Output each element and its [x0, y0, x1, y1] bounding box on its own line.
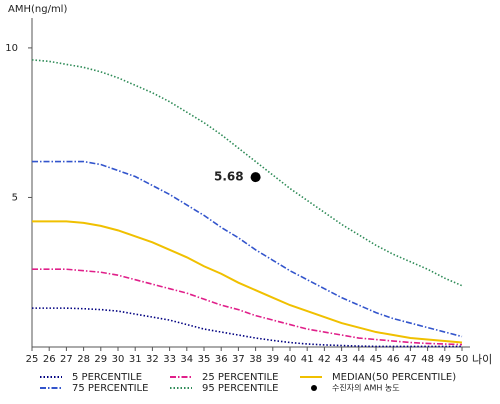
x-tick-label: 30 — [112, 354, 125, 365]
x-tick-label: 36 — [215, 354, 228, 365]
legend-label: 25 PERCENTILE — [202, 372, 278, 383]
x-tick-label: 32 — [146, 354, 159, 365]
x-tick-label: 41 — [301, 354, 314, 365]
series-line — [32, 220, 463, 344]
x-tick-label: 46 — [387, 354, 400, 365]
legend-label: 95 PERCENTILE — [202, 383, 278, 394]
y-tick-label: 5 — [12, 192, 18, 203]
x-tick-label: 47 — [404, 354, 417, 365]
x-tick-label: 38 — [249, 354, 262, 365]
x-tick-label: 45 — [370, 354, 383, 365]
x-tick-label: 34 — [180, 354, 193, 365]
series-line — [31, 59, 463, 287]
point — [250, 172, 261, 183]
x-tick-label: 49 — [438, 354, 451, 365]
x-tick-label: 35 — [198, 354, 211, 365]
legend-label: 75 PERCENTILE — [72, 383, 148, 394]
y-axis-label: AMH(ng/ml) — [8, 4, 67, 15]
legend-swatch — [311, 385, 317, 391]
x-tick-label: 26 — [43, 354, 56, 365]
x-tick-label: 50 — [456, 354, 469, 365]
x-tick-label: 48 — [421, 354, 434, 365]
legend-label: 수진자의 AMH 농도 — [332, 383, 400, 393]
x-tick-label: 43 — [335, 354, 348, 365]
legend-label: 5 PERCENTILE — [72, 372, 142, 383]
x-tick-label: 31 — [129, 354, 142, 365]
x-tick-label: 40 — [284, 354, 297, 365]
x-tick-label: 39 — [266, 354, 279, 365]
series-line — [32, 268, 463, 346]
x-tick-label: 33 — [163, 354, 176, 365]
x-tick-label: 44 — [352, 354, 365, 365]
y-tick-label: 10 — [5, 43, 18, 54]
x-axis-label: 나이 — [472, 353, 492, 366]
legend-label: MEDIAN(50 PERCENTILE) — [332, 372, 456, 383]
series-line — [32, 307, 462, 348]
series-line — [32, 160, 463, 338]
x-tick-label: 28 — [77, 354, 90, 365]
x-tick-label: 25 — [26, 354, 39, 365]
point-label: 5.68 — [214, 170, 244, 184]
x-tick-label: 42 — [318, 354, 331, 365]
x-tick-label: 37 — [232, 354, 245, 365]
x-tick-label: 27 — [60, 354, 73, 365]
x-tick-label: 29 — [94, 354, 107, 365]
